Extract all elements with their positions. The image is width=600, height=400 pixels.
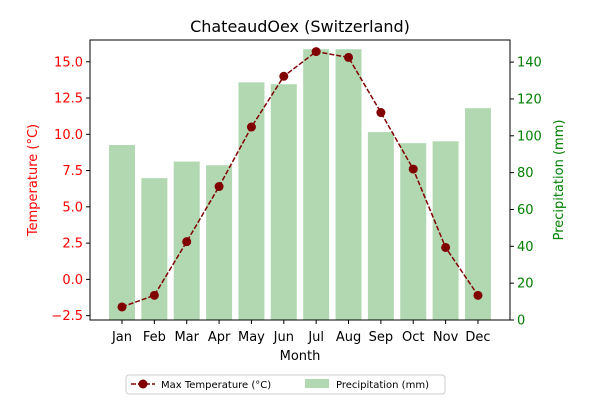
- temperature-line: [117, 47, 483, 312]
- x-axis-title: Month: [280, 349, 321, 364]
- left-tick-label: −2.5: [51, 309, 83, 324]
- x-tick-label-jun: Jun: [273, 330, 294, 345]
- right-tick-label: 0: [517, 314, 525, 329]
- precipitation-bars: [109, 49, 491, 321]
- left-tick-label: 7.5: [62, 164, 83, 179]
- x-tick-label-nov: Nov: [433, 330, 459, 345]
- temperature-point-sep: [376, 108, 386, 118]
- right-axis: 0 20 40 60 80 100 120 140: [510, 56, 542, 329]
- right-tick-label: 60: [517, 203, 534, 218]
- chart-title: ChateaudOex (Switzerland): [190, 17, 410, 36]
- x-tick-label-jul: Jul: [307, 330, 324, 345]
- right-tick-label: 100: [517, 129, 542, 144]
- temperature-point-mar: [182, 237, 192, 247]
- x-tick-label-jan: Jan: [111, 330, 132, 345]
- temperature-point-jul: [311, 47, 321, 57]
- legend-label-precipitation: Precipitation (mm): [336, 380, 429, 391]
- legend-box: [125, 374, 446, 395]
- x-tick-label-oct: Oct: [402, 330, 424, 345]
- left-tick-label: 12.5: [54, 92, 83, 107]
- temperature-series-line: [121, 50, 479, 308]
- x-tick-label-sep: Sep: [369, 330, 394, 345]
- legend-label-temperature: Max Temperature (°C): [161, 380, 271, 391]
- temperature-point-dec: [473, 290, 483, 300]
- x-tick-label-mar: Mar: [174, 330, 199, 345]
- precip-bar-apr: [206, 165, 233, 320]
- left-tick-label: 10.0: [54, 128, 83, 143]
- precip-bar-dec: [464, 108, 491, 320]
- right-axis-title: Precipitation (mm): [552, 120, 567, 241]
- legend-bar-swatch: [305, 379, 329, 388]
- plot-frame: [89, 39, 511, 321]
- temperature-point-jan: [117, 302, 127, 312]
- precip-bar-sep: [367, 132, 394, 320]
- precip-bar-jul: [303, 49, 330, 321]
- temperature-point-feb: [149, 290, 159, 300]
- temperature-point-aug: [344, 52, 354, 62]
- left-tick-label: 2.5: [62, 237, 83, 252]
- temperature-point-jun: [279, 71, 289, 81]
- left-tick-label: 5.0: [62, 200, 83, 215]
- right-tick-label: 40: [517, 240, 534, 255]
- precip-bar-aug: [335, 49, 362, 321]
- precip-bar-jun: [270, 84, 297, 320]
- right-tick-label: 80: [517, 166, 534, 181]
- left-tick-label: 15.0: [54, 55, 83, 70]
- x-tick-label-feb: Feb: [143, 330, 166, 345]
- right-tick-label: 20: [517, 277, 534, 292]
- x-axis: Jan Feb Mar Apr May Jun Jul Aug Sep Oct Nov Dec: [111, 320, 491, 345]
- precip-bar-jan: [109, 145, 135, 320]
- x-tick-label-apr: Apr: [208, 330, 231, 345]
- left-axis: −2.5 0.0 2.5 5.0 7.5 10.0 12.5 15.0: [51, 55, 90, 324]
- temperature-point-oct: [408, 164, 418, 174]
- temperature-point-nov: [441, 242, 451, 252]
- left-axis-title: Temperature (°C): [26, 124, 41, 237]
- precip-bar-nov: [432, 141, 459, 320]
- legend: Max Temperature (°C) Precipitation (mm): [125, 374, 446, 395]
- right-tick-label: 120: [517, 92, 542, 107]
- right-tick-label: 140: [517, 56, 542, 71]
- legend-line-marker: [138, 379, 148, 389]
- x-tick-label-dec: Dec: [465, 330, 490, 345]
- x-tick-label-may: May: [238, 330, 265, 345]
- temperature-point-may: [246, 122, 256, 132]
- precip-bar-may: [238, 82, 265, 320]
- left-tick-label: 0.0: [62, 273, 83, 288]
- temperature-point-apr: [214, 182, 224, 192]
- x-tick-label-aug: Aug: [336, 330, 361, 345]
